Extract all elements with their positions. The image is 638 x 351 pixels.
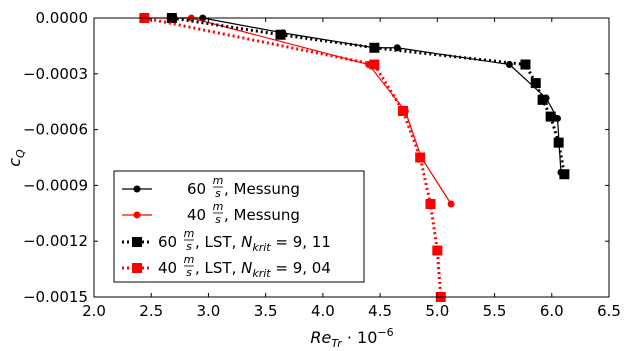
plot-frame — [93, 17, 610, 298]
data-point — [530, 78, 541, 89]
series-0 — [170, 14, 565, 176]
series-line — [174, 17, 562, 173]
series-2 — [166, 13, 570, 180]
y-tick-label: 0.0000 — [36, 9, 89, 27]
legend-label-rest: , Messung — [224, 206, 300, 224]
legend-label: 40 — [158, 259, 177, 277]
y-tick-label: −0.0003 — [23, 65, 88, 83]
x-tick-label: 5.5 — [483, 302, 507, 320]
legend-item-40-lst: 40 m s , LST, Nkrit = 9, 04 — [122, 253, 331, 280]
x-tick-label: 3.5 — [254, 302, 278, 320]
data-point — [425, 199, 436, 209]
data-point — [447, 200, 455, 208]
legend-label-rest: , LST, Nkrit = 9, 04 — [195, 259, 331, 280]
legend-unit-den: s — [215, 213, 221, 226]
series-line — [171, 16, 566, 175]
legend-unit-den: s — [186, 266, 192, 279]
data-point — [275, 29, 286, 40]
legend-unit-num: m — [184, 253, 195, 266]
x-axis-title: ReTr · 10−6 — [310, 326, 393, 350]
y-axis-title: cQ — [5, 149, 27, 167]
data-point — [545, 111, 556, 122]
data-point — [432, 245, 443, 256]
data-point — [398, 106, 408, 116]
legend-label: 60 — [187, 180, 206, 198]
x-tick-label: 6.0 — [540, 302, 564, 320]
data-point — [553, 137, 564, 148]
legend-label-rest: , Messung — [224, 180, 300, 198]
data-point — [559, 169, 570, 180]
legend-box — [113, 170, 365, 283]
legend-item-60-lst: 60 m s , LST, Nkrit = 9, 11 — [122, 227, 331, 254]
x-tick-label: 6.5 — [597, 302, 621, 320]
y-tick-label: −0.0015 — [23, 288, 88, 306]
data-point — [369, 42, 380, 53]
legend-marker — [133, 211, 141, 219]
legend-unit-num: m — [213, 200, 224, 213]
legend-label: 60 — [158, 233, 177, 251]
legend-unit-den: s — [215, 187, 221, 200]
legend-unit-num: m — [184, 227, 195, 240]
legend-label: 40 — [187, 206, 206, 224]
x-tick-label: 3.0 — [197, 302, 221, 320]
data-point — [537, 94, 548, 105]
x-tick-label: 4.5 — [368, 302, 392, 320]
x-tick-label: 4.0 — [311, 302, 335, 320]
legend: 60 m s , Messung 40 m s , Messung 60 m s… — [113, 170, 365, 283]
axis-ticks: 2.0 2.5 3.0 3.5 4.0 4.5 5.0 5.5 6.0 6.5 0.0000 −0.0… — [23, 9, 621, 320]
legend-item-60-messung: 60 m s , Messung — [122, 174, 300, 200]
x-tick-label: 2.0 — [82, 302, 106, 320]
data-point — [505, 61, 513, 68]
legend-unit-den: s — [186, 240, 192, 253]
y-tick-label: −0.0006 — [23, 121, 88, 139]
data-point — [554, 114, 561, 122]
y-tick-label: −0.0009 — [23, 176, 88, 194]
legend-label-rest: , LST, Nkrit = 9, 11 — [195, 233, 331, 254]
legend-marker — [133, 185, 141, 193]
x-tick-label: 5.0 — [425, 302, 449, 320]
legend-unit-num: m — [213, 174, 224, 187]
data-point — [369, 59, 380, 70]
data-point — [415, 152, 426, 163]
data-point — [520, 59, 531, 70]
y-tick-label: −0.0012 — [23, 232, 88, 250]
x-tick-label: 2.5 — [139, 302, 163, 320]
legend-item-40-messung: 40 m s , Messung — [122, 200, 300, 226]
legend-marker — [132, 237, 142, 247]
legend-marker — [132, 263, 142, 273]
